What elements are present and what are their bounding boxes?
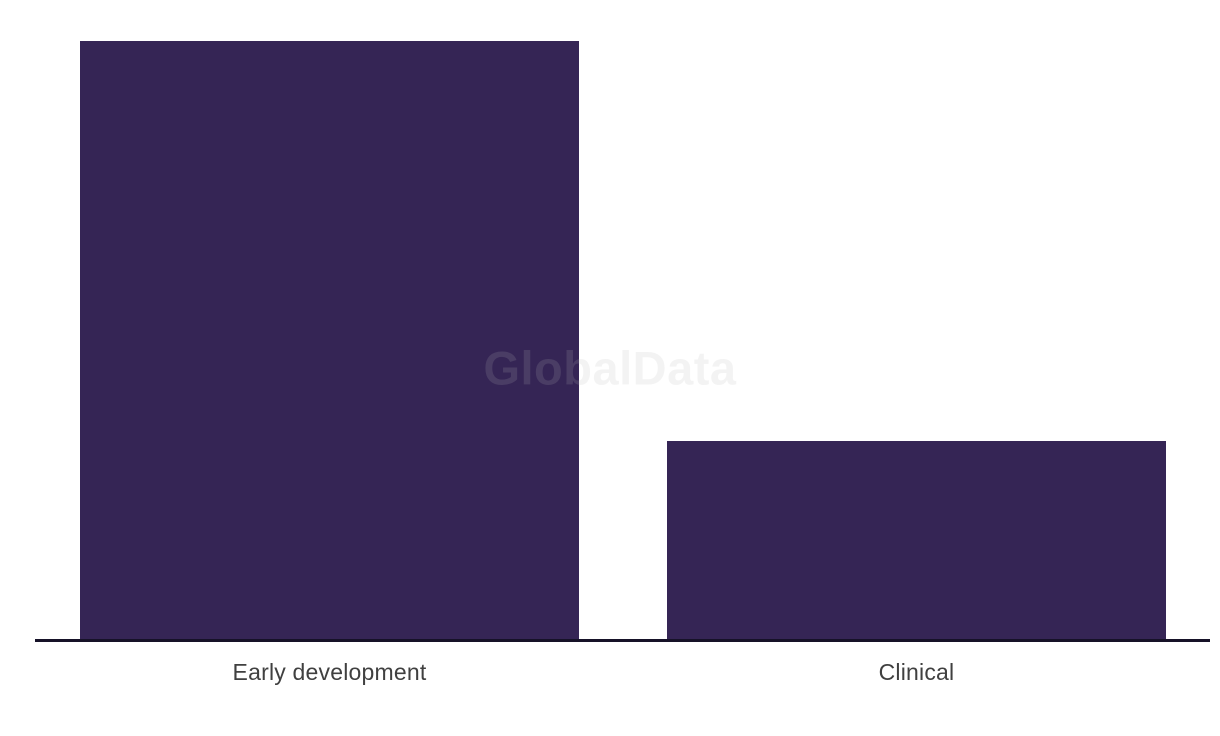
bar-clinical (667, 441, 1166, 639)
x-axis-label-early-development: Early development (232, 659, 427, 685)
bar-early-development (80, 41, 579, 639)
x-axis-line (35, 639, 1210, 642)
x-axis-label-clinical: Clinical (878, 659, 955, 685)
